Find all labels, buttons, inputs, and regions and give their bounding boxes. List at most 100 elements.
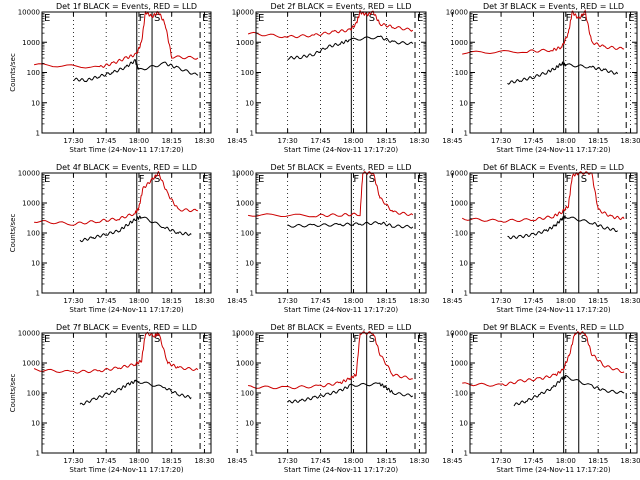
x-tick-label: 18:00 xyxy=(343,137,363,145)
plot-title: Det 9f BLACK = Events, RED = LLD xyxy=(483,323,624,332)
plot-title: Det 5f BLACK = Events, RED = LLD xyxy=(270,163,411,172)
marker-label-F: F xyxy=(353,334,359,345)
x-tick-label: 18:00 xyxy=(556,297,576,305)
events-series-line xyxy=(507,61,619,85)
y-tick-label: 100 xyxy=(27,230,40,238)
plot-panel-6: Det 6f BLACK = Events, RED = LLD F S E E 1 10 1… xyxy=(446,163,640,314)
y-tick-label: 1000 xyxy=(450,360,468,368)
y-tick-label: 10000 xyxy=(18,9,40,17)
x-axis-label: Start Time (24-Nov-11 17:17:20) xyxy=(69,306,183,314)
marker-label-E: E xyxy=(628,334,634,345)
marker-label-F: F xyxy=(139,13,145,24)
plot-panel-9: Det 9f BLACK = Events, RED = LLD F S E E 1 10 1… xyxy=(446,323,640,474)
x-tick-label: 18:15 xyxy=(376,137,396,145)
y-tick-label: 10000 xyxy=(446,9,468,17)
x-tick-label: 18:30 xyxy=(409,457,429,465)
plot-frame xyxy=(41,11,212,134)
y-tick-label: 1 xyxy=(250,130,254,138)
x-tick-label: 17:45 xyxy=(310,297,330,305)
x-tick-label: 18:15 xyxy=(588,137,608,145)
y-tick-label: 1000 xyxy=(22,39,40,47)
marker-label-F: F xyxy=(139,174,145,185)
x-tick-label: 18:00 xyxy=(556,457,576,465)
x-tick-label: 17:45 xyxy=(310,457,330,465)
lld-series-line xyxy=(33,10,199,69)
events-series-line xyxy=(287,35,414,60)
plot-frame xyxy=(469,11,638,134)
marker-label-E: E xyxy=(417,13,423,24)
y-tick-label: 10000 xyxy=(18,170,40,178)
plot-title: Det 2f BLACK = Events, RED = LLD xyxy=(270,2,411,11)
x-tick-label: 18:45 xyxy=(227,457,247,465)
x-tick-label: 18:15 xyxy=(376,457,396,465)
x-tick-label: 18:15 xyxy=(588,297,608,305)
x-tick-label: 18:15 xyxy=(162,457,182,465)
x-tick-label: 18:15 xyxy=(162,137,182,145)
x-tick-label: 17:30 xyxy=(491,297,511,305)
y-tick-label: 1 xyxy=(464,450,468,458)
x-tick-label: 17:45 xyxy=(96,297,116,305)
y-tick-label: 10 xyxy=(245,420,254,428)
y-tick-label: 1 xyxy=(250,450,254,458)
x-axis-label: Start Time (24-Nov-11 17:17:20) xyxy=(284,466,398,474)
x-tick-label: 17:45 xyxy=(96,457,116,465)
lld-series-line xyxy=(462,9,625,55)
plot-title: Det 1f BLACK = Events, RED = LLD xyxy=(56,2,197,11)
plot-title: Det 7f BLACK = Events, RED = LLD xyxy=(56,323,197,332)
plot-frame xyxy=(469,332,638,454)
plot-panel-8: Det 8f BLACK = Events, RED = LLD F S E E 1 10 1… xyxy=(232,323,463,474)
y-tick-label: 10 xyxy=(245,260,254,268)
marker-label-E: E xyxy=(202,13,208,24)
x-tick-label: 18:30 xyxy=(194,137,214,145)
y-tick-label: 1000 xyxy=(236,360,254,368)
marker-label-E: E xyxy=(628,13,634,24)
x-axis-label: Start Time (24-Nov-11 17:17:20) xyxy=(69,146,183,154)
x-tick-label: 17:45 xyxy=(523,297,543,305)
plot-title: Det 8f BLACK = Events, RED = LLD xyxy=(270,323,411,332)
y-tick-label: 10 xyxy=(245,99,254,107)
y-tick-label: 100 xyxy=(241,230,254,238)
marker-label-left: E xyxy=(258,174,264,185)
marker-label-S: S xyxy=(581,174,587,185)
x-tick-label: 17:45 xyxy=(96,137,116,145)
y-tick-label: 100 xyxy=(455,390,468,398)
marker-label-S: S xyxy=(154,13,160,24)
y-axis-label: Counts/sec xyxy=(9,374,17,413)
plot-panel-4: Det 4f BLACK = Events, RED = LLD F S E E 1 10 1… xyxy=(9,163,247,314)
plot-frame xyxy=(255,172,427,294)
x-axis-label: Start Time (24-Nov-11 17:17:20) xyxy=(284,146,398,154)
x-axis-label: Start Time (24-Nov-11 17:17:20) xyxy=(69,466,183,474)
x-tick-label: 17:45 xyxy=(523,457,543,465)
y-tick-label: 10 xyxy=(459,420,468,428)
lld-series-line xyxy=(461,171,625,223)
y-tick-label: 1 xyxy=(36,130,40,138)
x-tick-label: 18:00 xyxy=(343,297,363,305)
x-tick-label: 18:00 xyxy=(556,137,576,145)
x-tick-label: 17:30 xyxy=(278,137,298,145)
plot-frame xyxy=(41,332,212,454)
x-tick-label: 18:30 xyxy=(620,297,640,305)
y-tick-label: 100 xyxy=(455,230,468,238)
plot-panel-2: Det 2f BLACK = Events, RED = LLD F S E E 1 10 1… xyxy=(232,2,463,154)
y-tick-label: 100 xyxy=(455,69,468,77)
y-tick-label: 10000 xyxy=(18,330,40,338)
y-tick-label: 100 xyxy=(27,390,40,398)
y-tick-label: 1000 xyxy=(450,39,468,47)
lld-series-line xyxy=(248,331,413,390)
plot-panel-5: Det 5f BLACK = Events, RED = LLD F S E E 1 10 1… xyxy=(232,163,463,314)
y-tick-label: 1 xyxy=(36,290,40,298)
marker-label-left: E xyxy=(44,174,50,185)
x-tick-label: 17:30 xyxy=(278,457,298,465)
y-tick-label: 1000 xyxy=(236,39,254,47)
plot-panel-1: Det 1f BLACK = Events, RED = LLD F S E E 1 10 1… xyxy=(9,2,247,154)
x-tick-label: 18:00 xyxy=(129,137,149,145)
plot-title: Det 3f BLACK = Events, RED = LLD xyxy=(483,2,624,11)
marker-label-S: S xyxy=(369,13,375,24)
x-tick-label: 18:15 xyxy=(588,457,608,465)
x-tick-label: 18:30 xyxy=(620,137,640,145)
x-tick-label: 17:45 xyxy=(310,137,330,145)
x-tick-label: 18:30 xyxy=(409,137,429,145)
marker-label-F: F xyxy=(353,174,359,185)
marker-label-S: S xyxy=(581,334,587,345)
